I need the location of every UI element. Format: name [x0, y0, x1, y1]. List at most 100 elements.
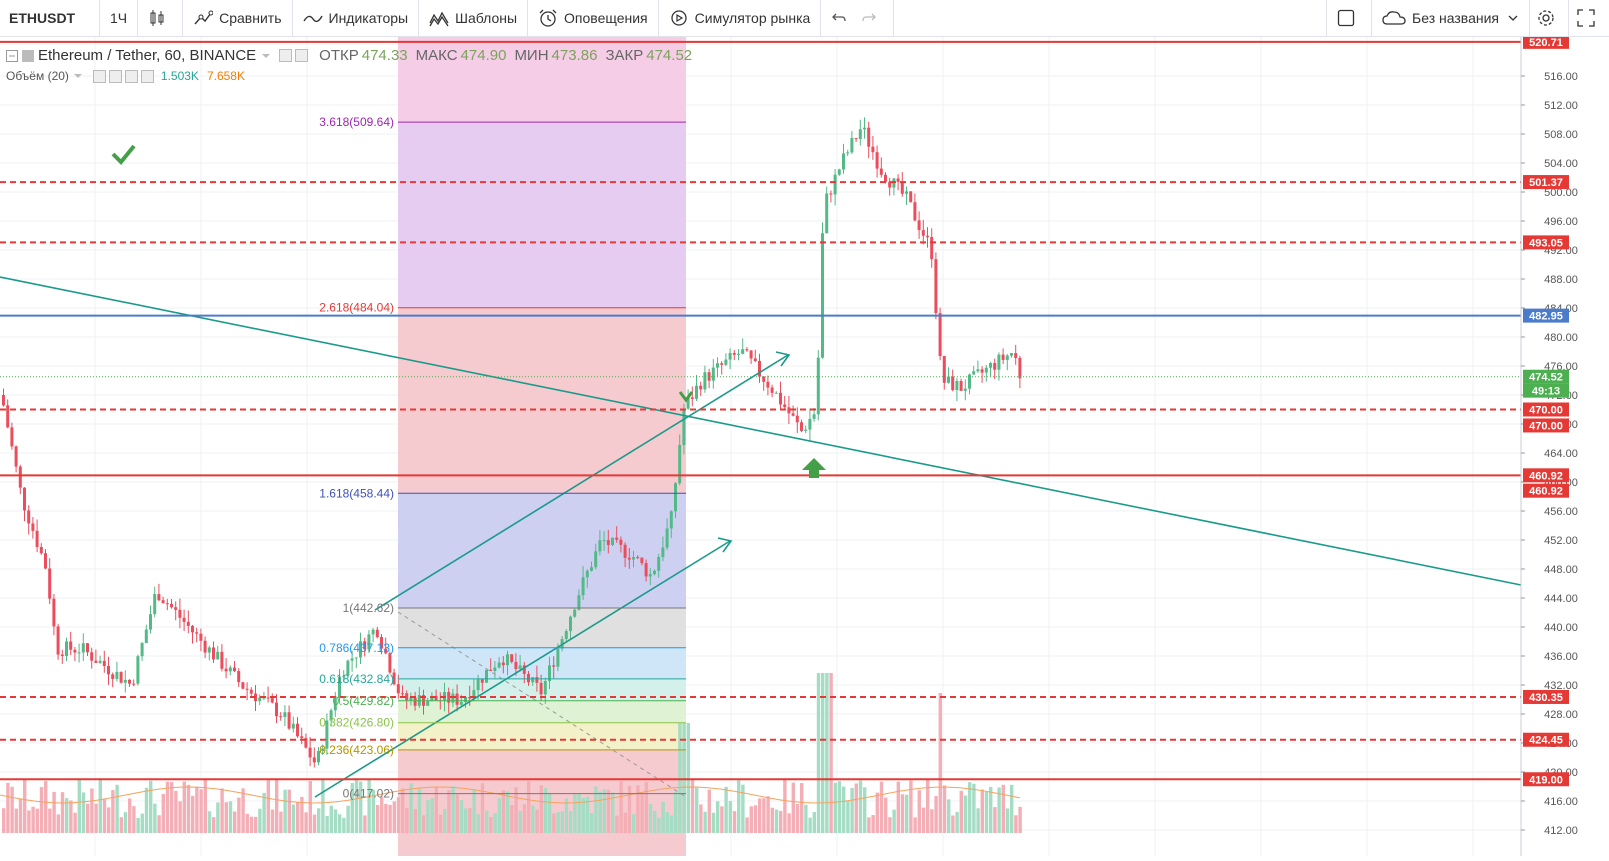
axis-tick-label: 448.00: [1544, 564, 1578, 576]
price-label-badge: [1523, 418, 1569, 433]
candle-body: [480, 679, 484, 683]
volume-bar: [753, 805, 758, 833]
compare-button[interactable]: Сравнить: [183, 0, 293, 36]
candle-body: [963, 388, 967, 391]
volume-bar: [153, 803, 157, 833]
candle-body: [787, 407, 791, 414]
price-label-badge: [1523, 468, 1569, 483]
candle-body: [661, 547, 665, 557]
price-label-badge: [1523, 369, 1569, 384]
candle-body: [812, 414, 816, 419]
volume-bar: [333, 809, 338, 833]
candle-body: [371, 629, 375, 635]
volume-bar: [653, 810, 657, 833]
candle-body: [959, 380, 963, 391]
candle-body: [396, 684, 400, 694]
volume-bar: [1014, 815, 1018, 833]
volume-bar: [518, 810, 522, 833]
candle-body: [569, 616, 572, 632]
layout-name-label: Без названия: [1412, 10, 1499, 26]
add-icon[interactable]: [124, 69, 138, 83]
candle-body: [35, 530, 39, 547]
replay-icon: [670, 10, 687, 26]
volume-bar: [732, 811, 737, 833]
volume-bar: [249, 816, 254, 833]
undo-button[interactable]: [821, 0, 857, 36]
volume-bar: [182, 781, 186, 833]
candle-body: [615, 537, 619, 540]
alerts-button[interactable]: Оповещения: [528, 0, 659, 36]
volume-value: 1.503K: [160, 69, 199, 83]
layout-name-button[interactable]: Без названия: [1372, 0, 1530, 36]
candle-body: [846, 152, 850, 154]
chart-area[interactable]: 3.618(509.64) 2.618(484.04) 1.618(458.44) 1…: [0, 34, 1609, 856]
candle-body: [266, 697, 270, 699]
candle-body: [821, 233, 824, 358]
volume-bar: [724, 786, 728, 833]
candle-body: [753, 358, 757, 361]
symbol-search-button[interactable]: ETHUSDT: [0, 0, 100, 36]
collapse-icon[interactable]: [6, 49, 18, 62]
candle-body: [283, 712, 287, 717]
volume-bar: [888, 817, 892, 833]
volume-bar: [795, 804, 800, 833]
price-label-text: 460.92: [1529, 470, 1563, 482]
candle-body: [464, 697, 467, 702]
candle-body: [699, 385, 703, 390]
volume-bar: [48, 808, 52, 833]
candle-body: [350, 658, 354, 661]
volume-bar: [275, 779, 279, 833]
volume-bar: [464, 808, 468, 833]
candle-body: [123, 679, 127, 683]
volume-bar: [501, 790, 506, 833]
candle-body: [18, 466, 22, 488]
redo-button[interactable]: [857, 0, 895, 36]
interval-button[interactable]: 1Ч: [100, 0, 139, 36]
candle-body: [858, 129, 862, 139]
volume-bar: [107, 807, 111, 833]
volume-bar: [892, 809, 896, 833]
candle-body: [186, 621, 190, 626]
volume-bar: [699, 804, 703, 833]
price-label-text: 501.37: [1529, 177, 1563, 189]
candle-body: [837, 169, 841, 175]
volume-bar: [821, 673, 825, 833]
chart-style-button[interactable]: [138, 0, 184, 36]
volume-bar: [963, 795, 968, 833]
expand-button[interactable]: [1569, 0, 1609, 36]
candle-body: [388, 653, 392, 673]
candle-body: [195, 632, 199, 634]
volume-bar: [884, 797, 888, 833]
volume-bar: [993, 807, 997, 833]
candle-body: [174, 607, 178, 610]
chevron-down-icon[interactable]: [73, 72, 83, 80]
chart-legend: Ethereum / Tether, 60, BINANCE ОТКР 474.3…: [6, 47, 692, 64]
candle-body: [980, 369, 984, 373]
candle-body: [203, 640, 207, 653]
templates-button[interactable]: Шаблоны: [419, 0, 529, 36]
indicators-button[interactable]: Индикаторы: [293, 0, 420, 36]
volume-bar: [669, 815, 674, 833]
volume-bar: [207, 811, 212, 833]
volume-bar: [329, 805, 333, 833]
grid: [0, 37, 1521, 856]
volume-bar: [627, 785, 632, 833]
candle-body: [774, 392, 778, 394]
volume-bar: [228, 801, 233, 833]
candle-body: [178, 609, 182, 618]
close-icon[interactable]: [140, 69, 154, 83]
settings-icon[interactable]: [295, 49, 309, 62]
settings-icon[interactable]: [108, 69, 122, 83]
settings-button[interactable]: [1530, 0, 1569, 36]
eye-icon[interactable]: [279, 49, 293, 62]
eye-icon[interactable]: [92, 69, 106, 83]
fullscreen-toggle-button[interactable]: [1326, 0, 1373, 36]
volume-bar: [409, 783, 413, 833]
replay-button[interactable]: Симулятор рынка: [659, 0, 822, 36]
volume-bar: [976, 808, 980, 833]
price-chart[interactable]: 3.618(509.64) 2.618(484.04) 1.618(458.44) 1…: [0, 34, 1609, 856]
volume-bar: [2, 808, 6, 833]
volume-bar: [10, 786, 14, 833]
legend-title: Ethereum / Tether, 60, BINANCE: [38, 47, 257, 64]
chevron-down-icon[interactable]: [261, 52, 271, 60]
